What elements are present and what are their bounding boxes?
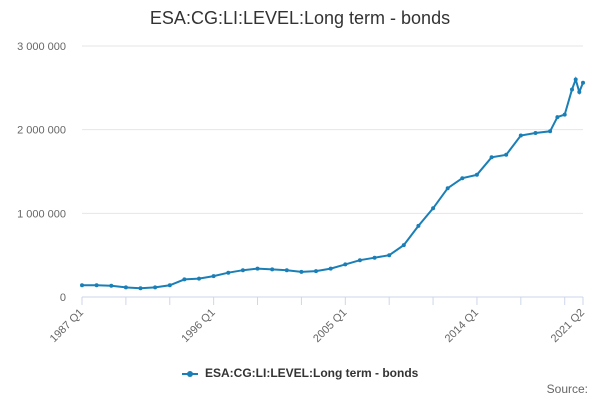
x-tick-label: 2014 Q1 bbox=[443, 307, 481, 345]
x-tick-label: 2005 Q1 bbox=[311, 307, 349, 345]
y-tick-label: 2 000 000 bbox=[17, 125, 66, 137]
x-axis-tick-labels: 1987 Q1 1996 Q1 2005 Q1 2014 Q1 2021 Q2 bbox=[48, 307, 587, 345]
data-point[interactable] bbox=[570, 87, 574, 92]
series-line[interactable] bbox=[82, 76, 584, 290]
data-point[interactable] bbox=[562, 112, 567, 117]
data-point[interactable] bbox=[328, 266, 333, 271]
data-point[interactable] bbox=[153, 285, 158, 290]
gridlines bbox=[82, 45, 583, 298]
data-point[interactable] bbox=[401, 243, 406, 248]
data-point[interactable] bbox=[445, 186, 450, 191]
y-tick-label: 3 000 000 bbox=[17, 41, 66, 53]
data-point[interactable] bbox=[372, 255, 377, 260]
legend[interactable]: ESA:CG:LI:LEVEL:Long term - bonds bbox=[0, 366, 600, 380]
data-point[interactable] bbox=[226, 270, 231, 275]
data-point[interactable] bbox=[284, 268, 289, 273]
data-point[interactable] bbox=[123, 285, 128, 290]
x-tick-label: 2021 Q2 bbox=[549, 307, 587, 345]
data-point[interactable] bbox=[573, 77, 578, 82]
data-point[interactable] bbox=[197, 276, 201, 281]
legend-swatch bbox=[181, 369, 198, 379]
x-tick-label: 1987 Q1 bbox=[48, 307, 86, 345]
data-point[interactable] bbox=[548, 129, 553, 134]
data-point[interactable] bbox=[416, 223, 421, 228]
data-point[interactable] bbox=[533, 131, 538, 135]
legend-label: ESA:CG:LI:LEVEL:Long term - bonds bbox=[205, 366, 419, 380]
data-point[interactable] bbox=[555, 115, 560, 120]
data-point[interactable] bbox=[94, 283, 99, 288]
data-point[interactable] bbox=[167, 283, 172, 288]
source-label: Source: bbox=[546, 382, 588, 396]
data-point[interactable] bbox=[109, 283, 114, 288]
data-point[interactable] bbox=[343, 262, 348, 267]
data-point[interactable] bbox=[182, 277, 187, 282]
data-point[interactable] bbox=[460, 176, 465, 181]
data-point[interactable] bbox=[357, 258, 362, 263]
data-point[interactable] bbox=[504, 152, 509, 157]
data-point[interactable] bbox=[577, 90, 582, 94]
x-axis bbox=[81, 296, 584, 305]
data-point[interactable] bbox=[240, 268, 245, 273]
data-point[interactable] bbox=[489, 155, 494, 160]
data-point[interactable] bbox=[211, 274, 216, 279]
data-point[interactable] bbox=[138, 286, 143, 291]
y-tick-label: 0 bbox=[60, 292, 66, 304]
data-point[interactable] bbox=[387, 253, 392, 258]
data-point[interactable] bbox=[270, 267, 275, 272]
data-point[interactable] bbox=[255, 266, 260, 271]
data-point[interactable] bbox=[474, 172, 479, 177]
data-point[interactable] bbox=[314, 269, 318, 274]
data-point[interactable] bbox=[581, 80, 585, 85]
data-point[interactable] bbox=[518, 133, 523, 138]
data-point[interactable] bbox=[80, 283, 84, 288]
x-tick-label: 1996 Q1 bbox=[179, 307, 217, 345]
data-point[interactable] bbox=[299, 269, 304, 274]
data-point[interactable] bbox=[431, 206, 436, 211]
chart-title: ESA:CG:LI:LEVEL:Long term - bonds bbox=[149, 8, 451, 28]
y-axis-tick-labels: 0 1 000 000 2 000 000 3 000 000 bbox=[17, 41, 66, 304]
series-points bbox=[80, 77, 585, 291]
y-tick-label: 1 000 000 bbox=[17, 208, 66, 220]
